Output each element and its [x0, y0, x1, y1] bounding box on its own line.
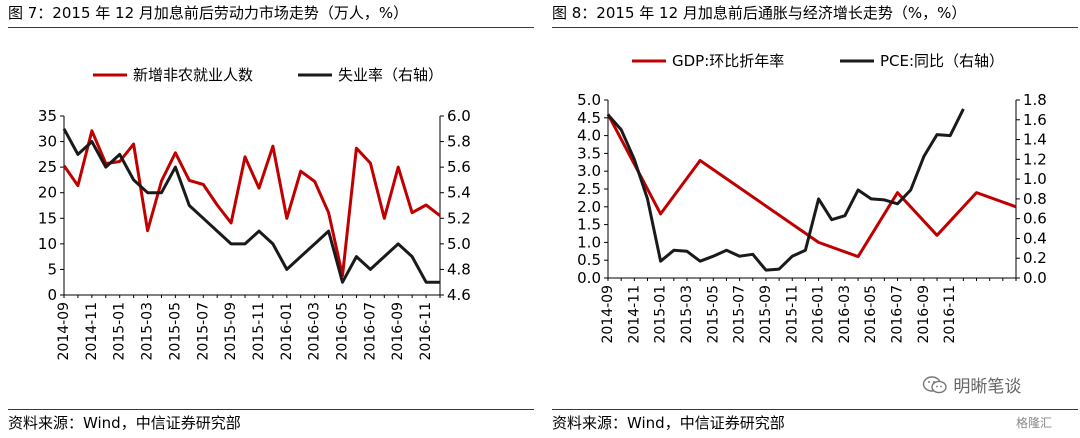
left-tick-label: 1.0	[577, 233, 601, 251]
x-tick-label: 2014-09	[600, 285, 616, 344]
x-tick-label: 2016-11	[942, 285, 958, 344]
series-line-right-axis	[62, 128, 440, 284]
source-rule	[8, 409, 534, 410]
right-tick-label: 5.8	[447, 133, 471, 151]
x-tick-label: 2016-09	[390, 302, 406, 361]
right-tick-label: 1.4	[1023, 131, 1047, 149]
wechat-icon	[922, 376, 947, 394]
left-tick-label: 0.5	[577, 251, 601, 269]
left-tick-label: 4.5	[577, 109, 601, 127]
left-tick-label: 35	[38, 107, 57, 125]
x-tick-label: 2015-05	[167, 302, 183, 361]
x-tick-label: 2015-01	[112, 302, 128, 361]
right-tick-label: 4.6	[447, 286, 471, 304]
right-tick-label: 0.0	[1023, 269, 1047, 287]
source-note: 资料来源：Wind，中信证券研究部	[552, 414, 785, 432]
legend-label: GDP:环比折年率	[672, 52, 784, 70]
x-tick-label: 2016-03	[837, 285, 853, 344]
chart-title: 图 8：2015 年 12 月加息前后通胀与经济增长走势（%，%）	[552, 4, 967, 22]
legend-label: PCE:同比（右轴）	[880, 52, 1004, 70]
x-tick-label: 2016-01	[811, 285, 827, 344]
right-tick-label: 5.4	[447, 184, 471, 202]
x-tick-label: 2015-09	[758, 285, 774, 344]
x-tick-label: 2016-09	[916, 285, 932, 344]
x-tick-label: 2015-11	[784, 285, 800, 344]
left-tick-label: 15	[38, 209, 57, 227]
left-tick-label: 2.0	[577, 198, 601, 216]
right-tick-label: 5.0	[447, 235, 471, 253]
source-rule	[552, 409, 1078, 410]
right-tick-label: 0.8	[1023, 190, 1047, 208]
right-tick-label: 1.6	[1023, 111, 1047, 129]
left-tick-label: 3.0	[577, 162, 601, 180]
series-line-left-axis	[62, 129, 441, 278]
x-tick-label: 2015-11	[251, 302, 267, 361]
chart-title: 图 7：2015 年 12 月加息前后劳动力市场走势（万人，%）	[8, 4, 409, 22]
left-tick-label: 0.0	[577, 269, 601, 287]
x-tick-label: 2015-07	[732, 285, 748, 344]
x-tick-label: 2016-11	[418, 302, 434, 361]
x-tick-label: 2014-11	[84, 302, 100, 361]
x-tick-label: 2014-11	[626, 285, 642, 344]
x-tick-label: 2015-05	[705, 285, 721, 344]
left-tick-label: 20	[38, 184, 57, 202]
left-tick-label: 30	[38, 133, 57, 151]
x-tick-label: 2015-03	[679, 285, 695, 344]
x-tick-label: 2015-07	[195, 302, 211, 361]
x-tick-label: 2016-05	[863, 285, 879, 344]
right-tick-label: 1.0	[1023, 170, 1047, 188]
right-tick-label: 0.4	[1023, 229, 1047, 247]
title-rule	[552, 27, 1078, 28]
right-tick-label: 5.2	[447, 209, 471, 227]
watermark-text: 明晰笔谈	[953, 377, 1022, 397]
x-tick-label: 2016-07	[890, 285, 906, 344]
x-tick-label: 2016-03	[307, 302, 323, 361]
chart-panel-employment: 图 7：2015 年 12 月加息前后劳动力市场走势（万人，%） 0 5 10 15 2…	[8, 0, 534, 438]
x-tick-label: 2016-07	[362, 302, 378, 361]
inflation-growth-chart: 0.00.51.01.52.02.53.03.54.04.55.00.00.20…	[577, 52, 1047, 344]
right-tick-label: 4.8	[447, 260, 471, 278]
left-tick-label: 5.0	[577, 91, 601, 109]
left-tick-label: 0	[47, 286, 57, 304]
chart-panel-inflation-growth: 图 8：2015 年 12 月加息前后通胀与经济增长走势（%，%） 0.0 0.5…	[552, 0, 1078, 438]
right-tick-label: 1.8	[1023, 91, 1047, 109]
x-tick-label: 2016-01	[279, 302, 295, 361]
right-tick-label: 0.2	[1023, 249, 1047, 267]
series-line-right-axis	[606, 108, 965, 272]
right-tick-label: 6.0	[447, 107, 471, 125]
series-line-left-axis	[606, 113, 1017, 259]
right-tick-label: 5.6	[447, 158, 471, 176]
left-tick-label: 25	[38, 158, 57, 176]
right-tick-label: 1.2	[1023, 150, 1047, 168]
x-tick-label: 2015-03	[140, 302, 156, 361]
watermark: 明晰笔谈	[922, 372, 1072, 398]
brand-mark: 格隆汇	[1016, 416, 1053, 430]
left-tick-label: 4.0	[577, 127, 601, 145]
left-tick-label: 2.5	[577, 180, 601, 198]
x-tick-label: 2015-09	[223, 302, 239, 361]
left-tick-label: 1.5	[577, 216, 601, 234]
left-tick-label: 10	[38, 235, 57, 253]
x-tick-label: 2015-01	[653, 285, 669, 344]
title-rule	[8, 27, 534, 28]
employment-chart: 0 5 10 15 20 25 30 35 4.6 4.8 5.0 5.2 5.4 5.6 5.8 6.0 20…	[38, 66, 471, 361]
legend-label: 新增非农就业人数	[133, 66, 253, 84]
left-tick-label: 5	[47, 260, 57, 278]
right-tick-label: 0.6	[1023, 210, 1047, 228]
legend-label: 失业率（右轴）	[338, 66, 443, 84]
x-tick-label: 2016-05	[335, 302, 351, 361]
source-note: 资料来源：Wind，中信证券研究部	[8, 414, 241, 432]
left-tick-label: 3.5	[577, 144, 601, 162]
x-tick-label: 2014-09	[56, 302, 72, 361]
